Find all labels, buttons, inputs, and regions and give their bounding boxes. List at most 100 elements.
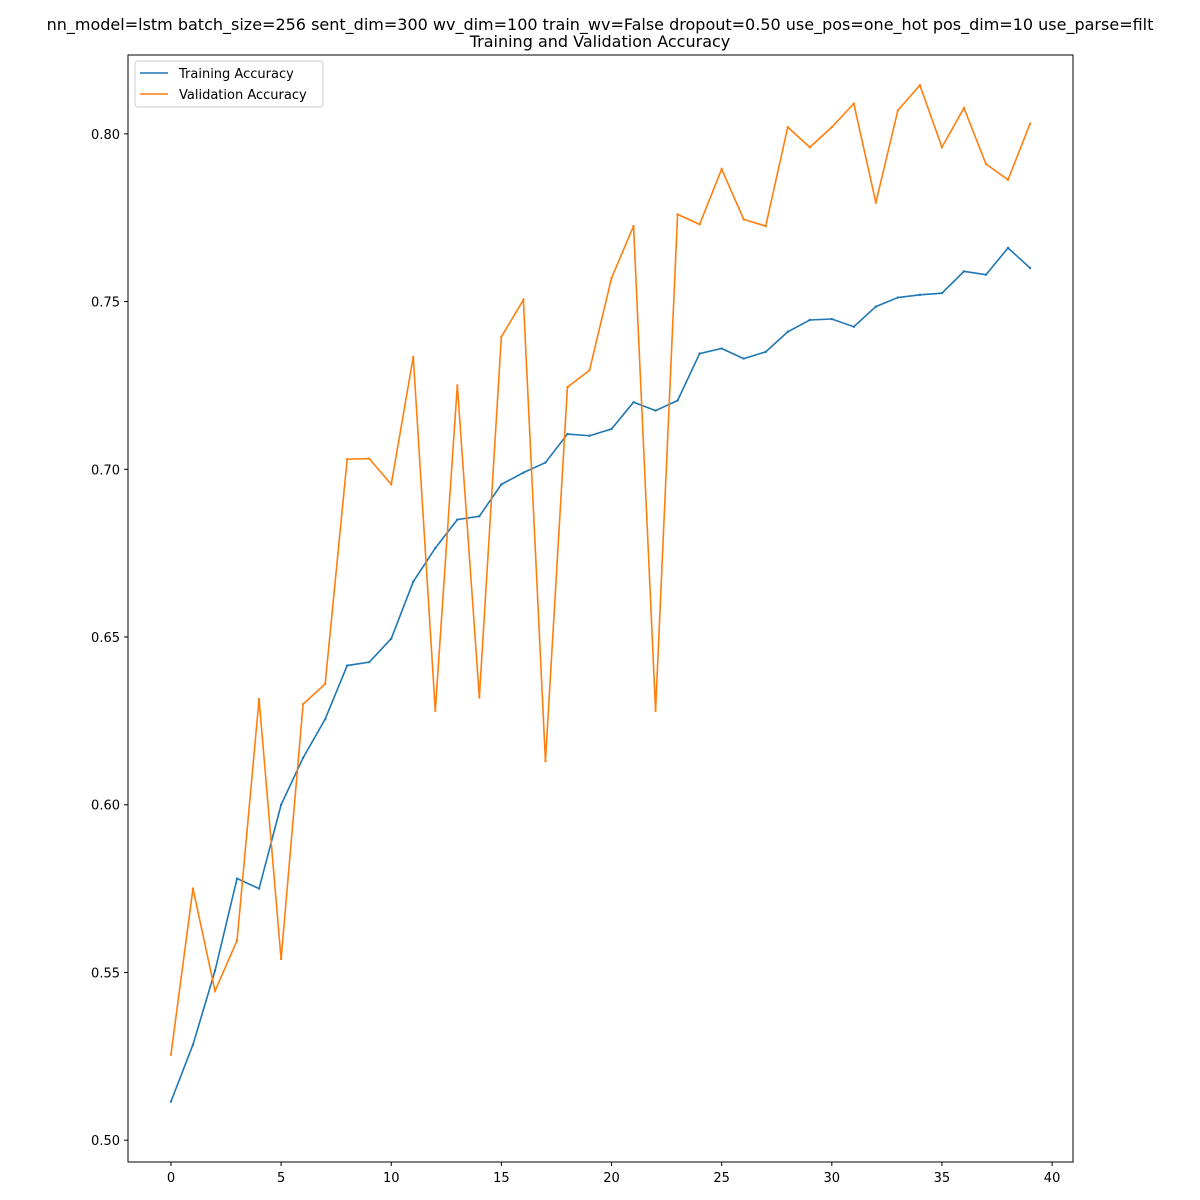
series-validation-point bbox=[345, 458, 349, 461]
series-training-point bbox=[610, 427, 613, 431]
x-tick-label: 0 bbox=[167, 1171, 175, 1186]
x-tick-label: 5 bbox=[277, 1171, 285, 1186]
series-training-point bbox=[368, 660, 371, 664]
series-training-point bbox=[279, 803, 283, 806]
series-validation-point bbox=[478, 696, 481, 699]
series-training-point bbox=[323, 718, 327, 721]
series-training-point bbox=[830, 317, 833, 321]
y-tick-label: 0.80 bbox=[91, 128, 120, 143]
series-validation-point bbox=[984, 162, 988, 166]
series-validation-point bbox=[808, 146, 811, 149]
x-tick-label: 25 bbox=[713, 1171, 730, 1186]
series-training-point bbox=[235, 877, 239, 880]
chart-subtitle: Training and Validation Accuracy bbox=[469, 32, 731, 51]
series-training-point bbox=[852, 325, 856, 328]
series-training-point bbox=[1006, 246, 1010, 250]
series-validation-point bbox=[235, 939, 239, 942]
series-validation-point bbox=[1028, 122, 1032, 125]
legend-box bbox=[134, 60, 324, 108]
series-training-point bbox=[874, 305, 878, 308]
y-tick-label: 0.75 bbox=[91, 296, 120, 311]
plot-frame bbox=[127, 54, 1074, 1163]
series-training-point bbox=[456, 518, 459, 521]
series-training-point bbox=[918, 293, 922, 297]
series-training-point bbox=[478, 515, 481, 518]
series-validation-point bbox=[874, 201, 878, 204]
y-tick-label: 0.55 bbox=[91, 966, 120, 981]
series-training-point bbox=[522, 471, 525, 474]
series-training-point bbox=[566, 432, 569, 436]
series-validation-point bbox=[654, 709, 657, 713]
series-training-point bbox=[588, 434, 591, 437]
y-axis: 0.50 0.55 0.60 0.65 0.70 0.75 0.80 bbox=[91, 128, 128, 1149]
series-training-point bbox=[434, 546, 437, 550]
series-training-point bbox=[654, 409, 657, 412]
series-training-point bbox=[169, 1100, 173, 1103]
series-validation-point bbox=[257, 697, 261, 701]
series-training-point bbox=[1028, 266, 1032, 270]
series-validation-point bbox=[566, 385, 569, 389]
plot-area bbox=[128, 55, 1073, 1162]
series-validation-point bbox=[786, 125, 789, 129]
series-validation-point bbox=[279, 957, 283, 961]
y-tick-label: 0.50 bbox=[91, 1134, 120, 1149]
series-validation-point bbox=[588, 369, 591, 372]
series-training-point bbox=[720, 347, 723, 350]
series-training-line bbox=[170, 246, 1031, 1102]
series-validation-point bbox=[522, 298, 525, 302]
series-validation-point bbox=[323, 682, 327, 686]
series-layer bbox=[169, 83, 1032, 1103]
series-training-point bbox=[632, 401, 635, 404]
series-training-point bbox=[742, 357, 745, 360]
series-training-point bbox=[808, 318, 811, 322]
y-tick-label: 0.65 bbox=[91, 631, 120, 646]
series-training-point bbox=[345, 664, 349, 667]
series-validation-point bbox=[676, 213, 679, 216]
x-tick-label: 35 bbox=[934, 1171, 951, 1186]
series-training-point bbox=[301, 756, 305, 759]
legend: Training Accuracy Validation Accuracy bbox=[134, 60, 324, 108]
x-tick-label: 10 bbox=[383, 1171, 400, 1186]
series-validation-point bbox=[434, 709, 437, 713]
y-tick-label: 0.70 bbox=[91, 463, 120, 478]
series-training-point bbox=[412, 580, 415, 583]
series-validation-point bbox=[962, 106, 966, 110]
x-tick-label: 30 bbox=[824, 1171, 841, 1186]
series-validation-point bbox=[918, 83, 922, 87]
series-training-point bbox=[676, 399, 679, 402]
series-validation-point bbox=[213, 989, 217, 993]
series-validation-point bbox=[500, 335, 503, 338]
series-training-point bbox=[390, 637, 393, 640]
series-validation-point bbox=[191, 887, 195, 890]
series-validation-point bbox=[720, 167, 723, 171]
series-validation-point bbox=[896, 109, 900, 112]
chart-title: nn_model=lstm batch_size=256 sent_dim=30… bbox=[47, 15, 1154, 35]
series-validation-point bbox=[610, 276, 613, 280]
series-training-point bbox=[544, 461, 547, 464]
series-validation-point bbox=[830, 125, 833, 129]
x-axis: 0 5 10 15 20 25 30 35 40 bbox=[167, 1162, 1061, 1186]
series-validation-point bbox=[412, 355, 415, 359]
series-training-point bbox=[191, 1043, 195, 1046]
series-training-point bbox=[213, 969, 217, 972]
series-training-point bbox=[500, 483, 503, 486]
series-validation-point bbox=[764, 224, 767, 228]
series-validation-point bbox=[169, 1053, 173, 1056]
series-training-point bbox=[786, 330, 789, 333]
series-training-point bbox=[962, 270, 966, 273]
series-validation-point bbox=[698, 223, 701, 226]
series-training-point bbox=[984, 273, 988, 276]
series-training-point bbox=[896, 296, 900, 299]
series-training-point bbox=[940, 291, 944, 295]
x-tick-label: 15 bbox=[493, 1171, 510, 1186]
x-tick-label: 40 bbox=[1044, 1171, 1061, 1186]
series-validation-point bbox=[852, 102, 856, 105]
series-training-point bbox=[698, 352, 701, 355]
y-tick-label: 0.60 bbox=[91, 799, 120, 814]
legend-label-training: Training Accuracy bbox=[178, 67, 294, 82]
series-validation-point bbox=[456, 384, 459, 387]
series-validation-point bbox=[940, 146, 944, 149]
series-validation-line bbox=[170, 83, 1031, 1055]
series-training-point bbox=[764, 350, 767, 354]
